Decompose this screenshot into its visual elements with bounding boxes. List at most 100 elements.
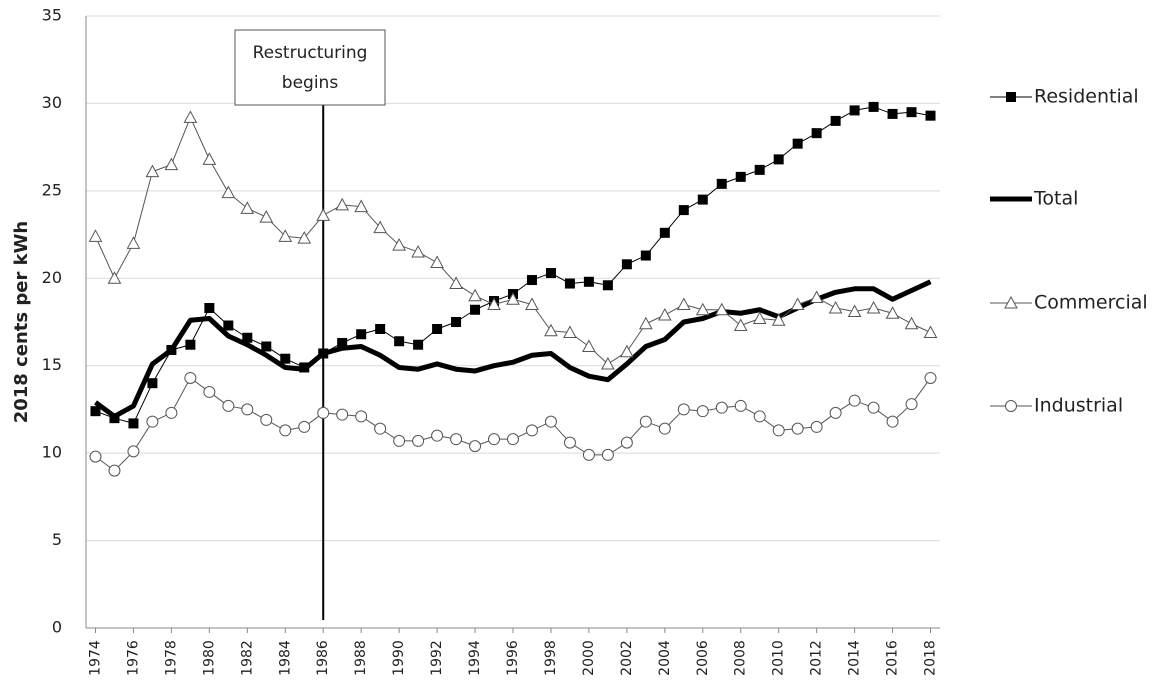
marker — [772, 424, 785, 437]
marker — [280, 353, 291, 364]
marker — [128, 418, 139, 429]
marker — [714, 302, 729, 316]
marker — [828, 300, 843, 314]
x-tick-label: 1974 — [87, 640, 103, 676]
marker — [676, 297, 691, 311]
marker — [393, 434, 406, 447]
x-tick-label: 1996 — [505, 640, 521, 676]
marker — [773, 154, 784, 165]
marker — [335, 197, 350, 211]
marker — [810, 420, 823, 433]
y-tick-label: 20 — [42, 268, 62, 287]
marker — [906, 107, 917, 118]
x-tick-label: 1986 — [315, 640, 331, 676]
marker — [791, 422, 804, 435]
x-tick-label: 1984 — [277, 640, 293, 676]
x-tick-label: 1976 — [125, 640, 141, 676]
marker — [678, 205, 689, 216]
marker — [752, 311, 767, 325]
marker — [602, 280, 613, 291]
legend-label: Residential — [1034, 86, 1139, 108]
annotation-text: Restructuring — [253, 43, 368, 63]
marker — [923, 325, 938, 338]
marker — [261, 341, 272, 352]
marker — [640, 250, 651, 261]
marker — [165, 406, 178, 419]
marker — [203, 385, 216, 398]
marker — [657, 307, 672, 321]
marker — [88, 229, 103, 242]
marker — [849, 105, 860, 116]
marker — [715, 401, 728, 414]
marker — [792, 138, 803, 149]
marker — [583, 276, 594, 287]
marker — [886, 415, 899, 428]
marker — [394, 336, 405, 347]
x-tick-label: 2008 — [733, 640, 749, 676]
series-line — [95, 106, 931, 424]
marker — [240, 201, 255, 214]
marker — [89, 450, 102, 463]
marker — [734, 399, 747, 412]
marker — [790, 297, 805, 311]
marker — [127, 445, 140, 458]
marker — [450, 433, 463, 446]
marker — [868, 101, 879, 112]
marker — [204, 303, 215, 314]
marker — [658, 422, 671, 435]
marker — [260, 413, 273, 426]
marker — [430, 255, 444, 269]
marker — [356, 329, 367, 340]
marker — [716, 178, 727, 189]
marker — [639, 316, 653, 330]
marker — [582, 448, 595, 461]
marker — [221, 185, 236, 199]
legend-marker — [1005, 400, 1017, 412]
marker — [695, 302, 710, 316]
marker — [241, 403, 254, 416]
marker — [809, 290, 824, 304]
x-tick-label: 1978 — [163, 640, 179, 676]
marker — [126, 236, 141, 249]
marker — [544, 323, 558, 337]
marker — [848, 394, 861, 407]
marker — [487, 297, 501, 311]
marker — [375, 323, 386, 334]
marker — [659, 227, 670, 238]
x-tick-label: 2018 — [923, 640, 939, 676]
marker — [601, 356, 615, 370]
x-tick-label: 2000 — [581, 640, 597, 676]
marker — [601, 448, 614, 461]
marker — [317, 406, 330, 419]
legend-marker — [1004, 295, 1018, 309]
marker — [753, 410, 766, 423]
marker — [373, 220, 387, 234]
marker — [621, 259, 632, 270]
marker — [451, 317, 462, 327]
y-axis-label: 2018 cents per kWh — [11, 221, 32, 424]
x-tick-label: 2012 — [809, 640, 825, 676]
marker — [677, 403, 690, 416]
y-tick-label: 35 — [42, 6, 62, 25]
marker — [469, 440, 482, 453]
marker — [392, 238, 406, 251]
marker — [639, 415, 652, 428]
marker — [771, 313, 786, 326]
x-tick-label: 1988 — [353, 640, 369, 676]
y-tick-label: 0 — [52, 618, 62, 637]
marker — [431, 429, 444, 442]
marker — [355, 410, 368, 423]
marker — [506, 292, 520, 305]
marker — [184, 371, 197, 384]
marker — [620, 344, 634, 358]
marker — [544, 415, 557, 428]
marker — [183, 110, 198, 123]
y-tick-label: 15 — [42, 355, 62, 374]
marker — [413, 339, 424, 350]
marker — [620, 436, 633, 449]
marker — [90, 406, 101, 417]
x-tick-label: 2016 — [885, 640, 901, 676]
marker — [278, 229, 293, 242]
marker — [904, 316, 919, 330]
marker — [145, 164, 160, 178]
